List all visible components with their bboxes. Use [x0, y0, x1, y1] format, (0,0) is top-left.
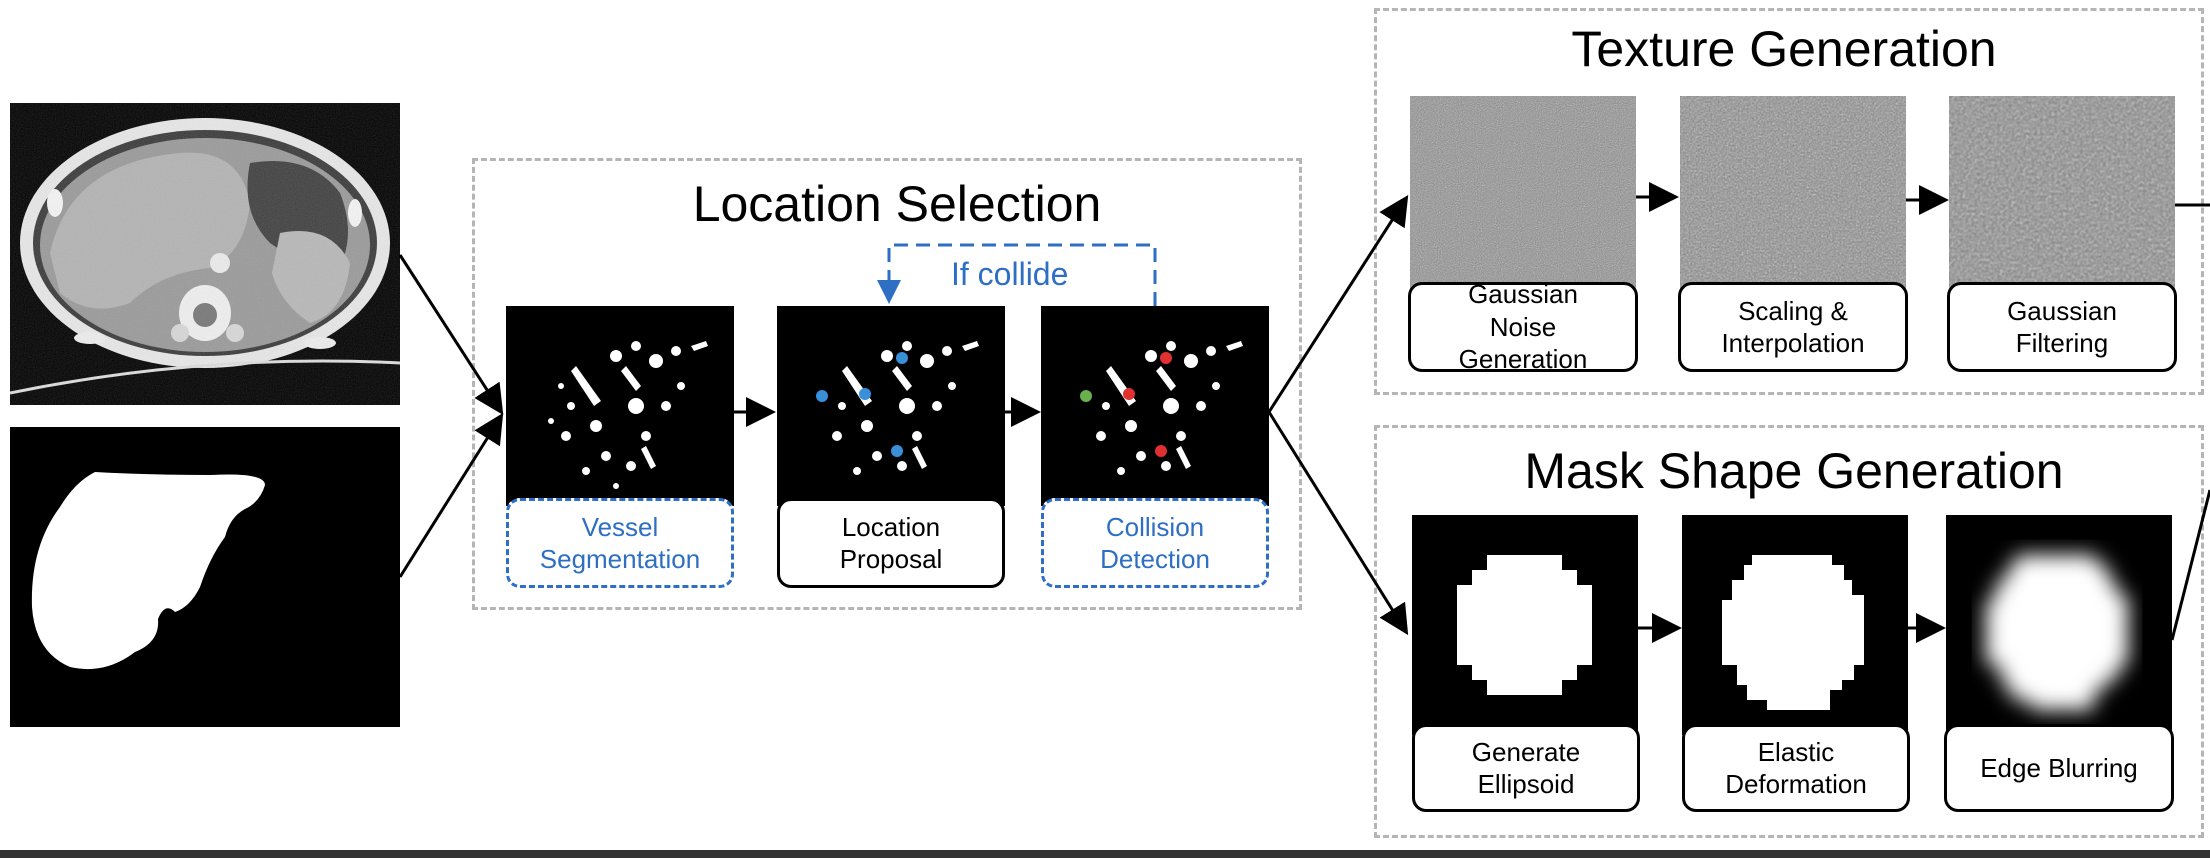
- arrow-to-mask: [1267, 411, 1409, 636]
- arrow-mask-to-vessel: [398, 412, 504, 578]
- texture-generation-panel: [1374, 8, 2204, 395]
- liver-mask-graphic: [31, 472, 265, 670]
- texture-generation-title: Texture Generation: [1571, 21, 1997, 77]
- gaussian-noise-label: Gaussian Noise Generation: [1408, 282, 1638, 372]
- location-proposal-label: Location Proposal: [777, 498, 1005, 588]
- mask-shape-generation-title: Mask Shape Generation: [1524, 443, 2064, 499]
- gaussian-filtering-image: [1949, 96, 2175, 296]
- ct-slice-image: [10, 103, 400, 405]
- edge-blurring-image: [1946, 515, 2172, 735]
- vessel-map-1: [548, 341, 708, 489]
- gaussian-noise-image: [1410, 96, 1636, 296]
- collision-detection-label: Collision Detection: [1041, 498, 1269, 588]
- arrow-to-texture: [1267, 194, 1409, 413]
- vessel-segmentation-image: [506, 306, 734, 506]
- bottom-edge-bar: [0, 850, 2210, 858]
- arrow-ct-to-vessel: [398, 254, 504, 416]
- collision-detection-image: [1041, 306, 1269, 506]
- generate-ellipsoid-label: Generate Ellipsoid: [1412, 724, 1640, 812]
- vessel-map-3: [1080, 341, 1243, 475]
- if-collide-loop-arrow: [877, 243, 1157, 306]
- if-collide-label: If collide: [951, 256, 1069, 292]
- ellipsoid-image: [1412, 515, 1638, 735]
- noise-texture-3: [1949, 96, 2175, 296]
- mask-shape-generation-panel: [1374, 425, 2204, 838]
- arrow-mask-output: [2170, 489, 2210, 641]
- liver-mask-image: [10, 427, 400, 727]
- noise-texture-2: [1680, 96, 1906, 296]
- vessel-segmentation-label: Vessel Segmentation: [506, 498, 734, 588]
- scaling-interpolation-label: Scaling & Interpolation: [1678, 282, 1908, 372]
- location-selection-title: Location Selection: [692, 176, 1102, 232]
- elastic-deformation-label: Elastic Deformation: [1682, 724, 1910, 812]
- elastic-deformation-image: [1682, 515, 1908, 735]
- scaling-interpolation-image: [1680, 96, 1906, 296]
- location-proposal-image: [777, 306, 1005, 506]
- ct-slice-graphic: [10, 103, 400, 405]
- location-selection-panel: [472, 158, 1302, 610]
- gaussian-filtering-label: Gaussian Filtering: [1947, 282, 2177, 372]
- noise-texture-1: [1410, 96, 1636, 296]
- vessel-map-2: [816, 341, 979, 475]
- blurred-mask-graphic: [1986, 555, 2128, 710]
- deformed-mask-graphic: [1722, 555, 1864, 710]
- edge-blurring-label: Edge Blurring: [1944, 724, 2174, 812]
- ellipsoid-graphic: [1457, 555, 1592, 695]
